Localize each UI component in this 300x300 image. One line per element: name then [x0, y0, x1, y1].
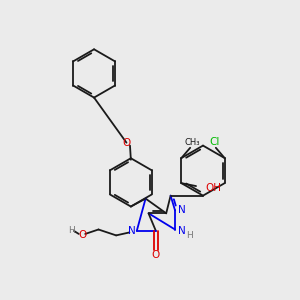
Text: O: O [152, 250, 160, 260]
Text: O: O [122, 138, 130, 148]
Text: N: N [128, 226, 135, 236]
Text: Cl: Cl [209, 137, 220, 147]
Text: H: H [69, 226, 75, 235]
Text: N: N [178, 206, 185, 215]
Text: CH₃: CH₃ [185, 138, 200, 147]
Text: H: H [186, 231, 193, 240]
Text: OH: OH [205, 182, 221, 193]
Text: N: N [178, 226, 185, 236]
Text: O: O [78, 230, 86, 240]
